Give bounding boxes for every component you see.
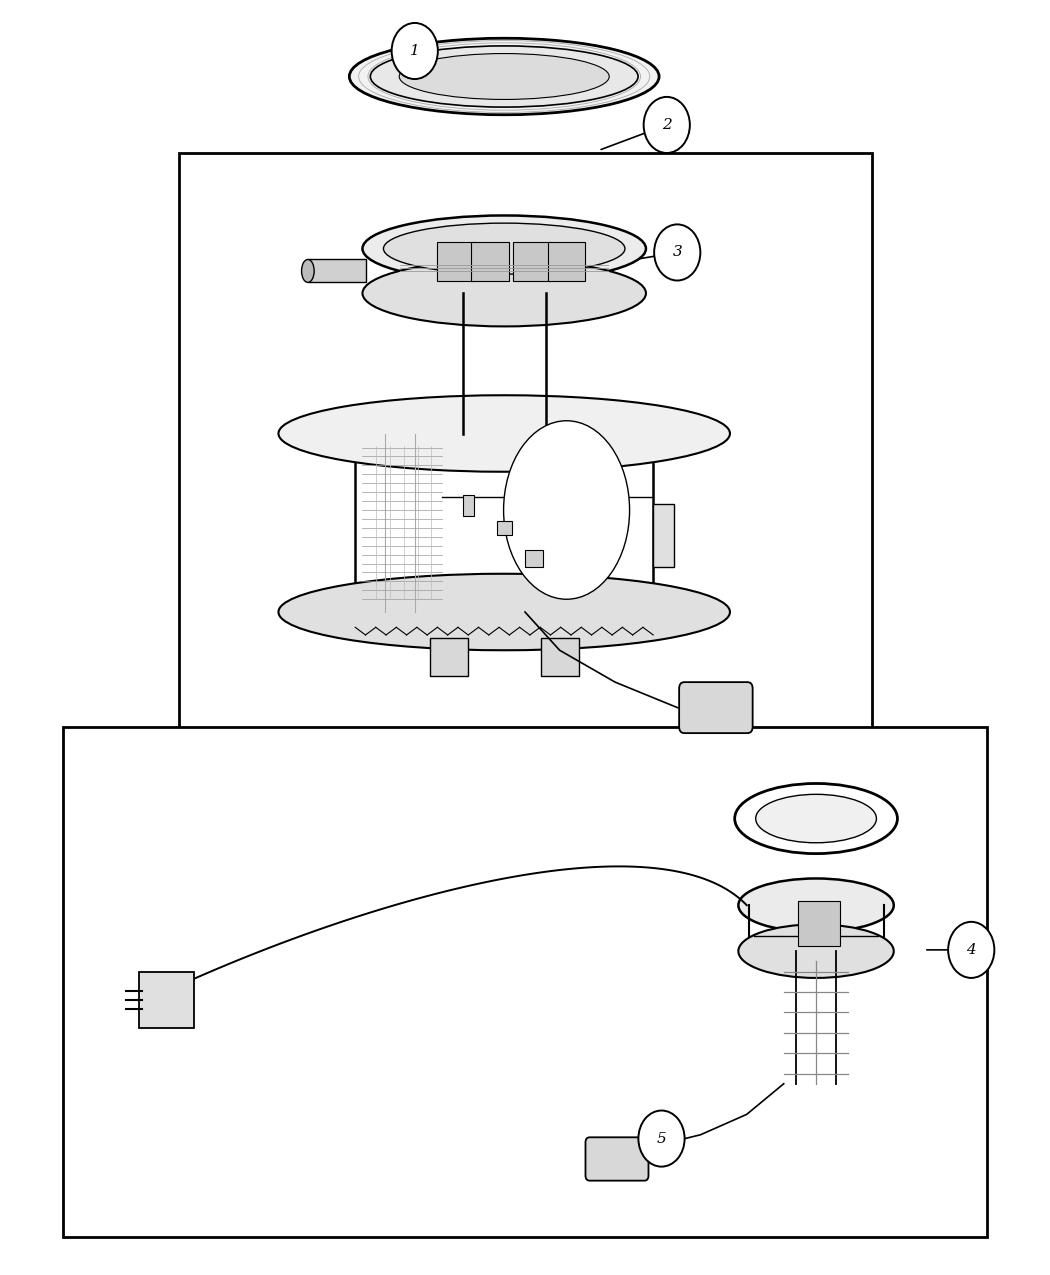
- Text: 4: 4: [966, 944, 976, 956]
- Circle shape: [644, 97, 690, 153]
- Ellipse shape: [738, 924, 894, 978]
- FancyBboxPatch shape: [653, 504, 674, 567]
- Ellipse shape: [735, 783, 898, 854]
- Circle shape: [948, 922, 994, 978]
- Ellipse shape: [278, 395, 730, 472]
- Ellipse shape: [301, 260, 314, 283]
- Bar: [178, 153, 871, 790]
- Ellipse shape: [504, 421, 630, 599]
- Ellipse shape: [350, 38, 659, 115]
- FancyBboxPatch shape: [548, 242, 586, 280]
- Ellipse shape: [383, 223, 625, 274]
- FancyBboxPatch shape: [679, 682, 753, 733]
- FancyBboxPatch shape: [140, 972, 194, 1028]
- Circle shape: [392, 23, 438, 79]
- FancyBboxPatch shape: [437, 242, 475, 280]
- Ellipse shape: [399, 54, 609, 99]
- Circle shape: [638, 1111, 685, 1167]
- FancyBboxPatch shape: [541, 638, 579, 676]
- FancyBboxPatch shape: [463, 495, 475, 516]
- FancyBboxPatch shape: [513, 242, 551, 280]
- Ellipse shape: [362, 215, 646, 282]
- Ellipse shape: [278, 574, 730, 650]
- Ellipse shape: [738, 878, 894, 932]
- Circle shape: [654, 224, 700, 280]
- FancyBboxPatch shape: [471, 242, 509, 280]
- FancyBboxPatch shape: [798, 901, 840, 946]
- Ellipse shape: [756, 794, 877, 843]
- Ellipse shape: [371, 46, 638, 107]
- FancyBboxPatch shape: [498, 521, 512, 536]
- Bar: [63, 727, 987, 1237]
- Text: 1: 1: [410, 45, 420, 57]
- FancyBboxPatch shape: [308, 260, 365, 283]
- FancyBboxPatch shape: [429, 638, 467, 676]
- Text: 2: 2: [662, 119, 672, 131]
- FancyBboxPatch shape: [586, 1137, 649, 1181]
- Text: 3: 3: [672, 246, 682, 259]
- FancyBboxPatch shape: [525, 550, 543, 567]
- Text: 5: 5: [656, 1132, 667, 1145]
- Ellipse shape: [362, 260, 646, 326]
